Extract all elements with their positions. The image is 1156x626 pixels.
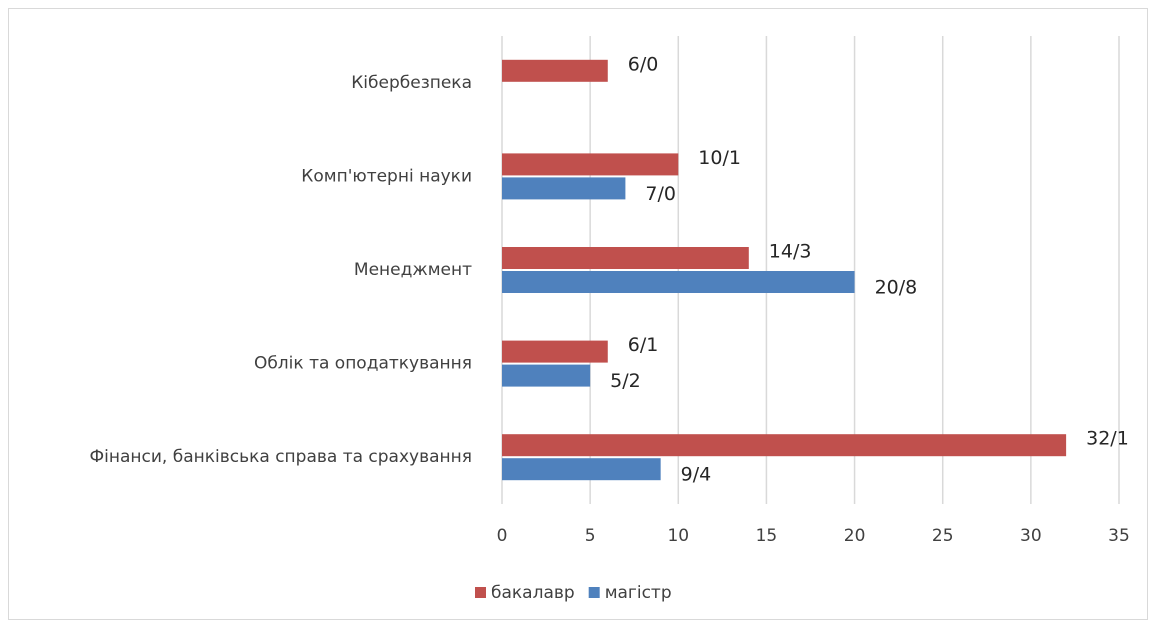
bar — [502, 59, 608, 82]
bar — [502, 434, 1067, 457]
x-tick-label: 15 — [756, 526, 778, 546]
x-tick-label: 0 — [497, 526, 508, 546]
x-tick-label: 35 — [1108, 526, 1130, 546]
data-label: 9/4 — [681, 464, 712, 486]
x-tick-label: 30 — [1020, 526, 1042, 546]
data-label: 6/1 — [628, 334, 659, 356]
y-tick-label: Облік та оподаткування — [254, 354, 472, 374]
data-label: 7/0 — [645, 183, 676, 205]
data-label: 14/3 — [769, 241, 812, 263]
legend-swatch — [588, 587, 600, 598]
data-label: 20/8 — [875, 277, 918, 299]
bar — [502, 458, 661, 481]
legend-label: магістр — [605, 583, 672, 603]
y-tick-label: Фінанси, банківська справа та срахування — [90, 447, 473, 467]
chart-border — [8, 8, 1148, 620]
x-tick-label: 20 — [844, 526, 866, 546]
data-label: 6/0 — [628, 53, 659, 75]
y-tick-label: Менеджмент — [354, 260, 472, 280]
data-label: 10/1 — [698, 147, 741, 169]
x-tick-label: 5 — [585, 526, 596, 546]
legend-swatch — [475, 587, 486, 598]
data-label: 32/1 — [1086, 428, 1129, 450]
legend-label: бакалавр — [491, 583, 575, 603]
bar — [502, 364, 591, 387]
bar — [502, 247, 749, 269]
bar — [502, 340, 608, 363]
x-tick-label: 25 — [932, 526, 954, 546]
x-tick-label: 10 — [667, 526, 689, 546]
bar — [502, 271, 855, 293]
bar — [502, 153, 679, 176]
bar — [502, 177, 626, 200]
y-tick-label: Комп'ютерні науки — [301, 166, 472, 186]
data-label: 5/2 — [610, 370, 641, 392]
y-tick-label: Кібербезпека — [351, 73, 472, 93]
